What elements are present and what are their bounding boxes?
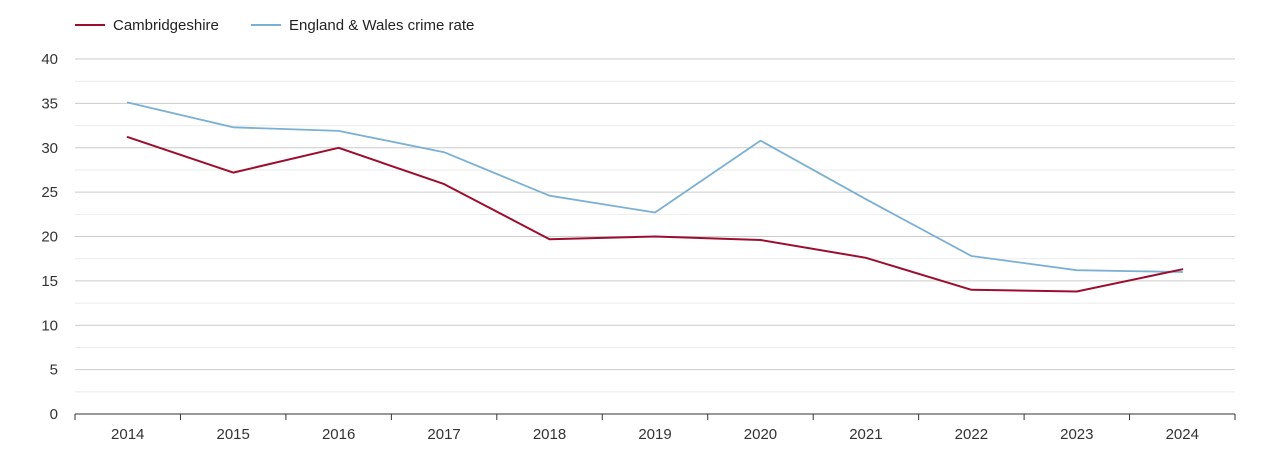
series-line-england-wales xyxy=(126,101,1184,273)
x-tick-label: 2022 xyxy=(955,426,988,443)
x-tick-label: 2014 xyxy=(111,426,144,443)
x-tick-label: 2019 xyxy=(638,426,671,443)
y-axis: 0 5 10 15 20 25 30 35 40 xyxy=(41,51,58,423)
x-tick-label: 2020 xyxy=(744,426,777,443)
x-tick-label: 2016 xyxy=(322,426,355,443)
y-tick-label: 10 xyxy=(41,317,58,334)
series-line-cambridgeshire xyxy=(126,136,1184,293)
y-tick-label: 0 xyxy=(50,406,58,423)
y-tick-label: 30 xyxy=(41,140,58,157)
x-axis: 2014 2015 2016 2017 2018 2019 2020 2021 2022 2023… xyxy=(74,413,1236,443)
grid xyxy=(75,58,1235,393)
x-tick-label: 2015 xyxy=(216,426,249,443)
y-tick-label: 40 xyxy=(41,51,58,68)
x-tick-label: 2018 xyxy=(533,426,566,443)
y-tick-label: 5 xyxy=(50,362,58,379)
y-tick-label: 15 xyxy=(41,273,58,290)
legend: Cambridgeshire England & Wales crime rat… xyxy=(75,17,474,34)
x-tick-label: 2021 xyxy=(849,426,882,443)
y-tick-label: 25 xyxy=(41,184,58,201)
x-tick-label: 2023 xyxy=(1060,426,1093,443)
series xyxy=(126,101,1184,293)
y-tick-label: 20 xyxy=(41,229,58,246)
x-tick-label: 2024 xyxy=(1166,426,1199,443)
legend-label-england-wales: England & Wales crime rate xyxy=(289,17,474,34)
legend-label-cambridgeshire: Cambridgeshire xyxy=(113,17,219,34)
y-tick-label: 35 xyxy=(41,95,58,112)
x-tick-label: 2017 xyxy=(427,426,460,443)
